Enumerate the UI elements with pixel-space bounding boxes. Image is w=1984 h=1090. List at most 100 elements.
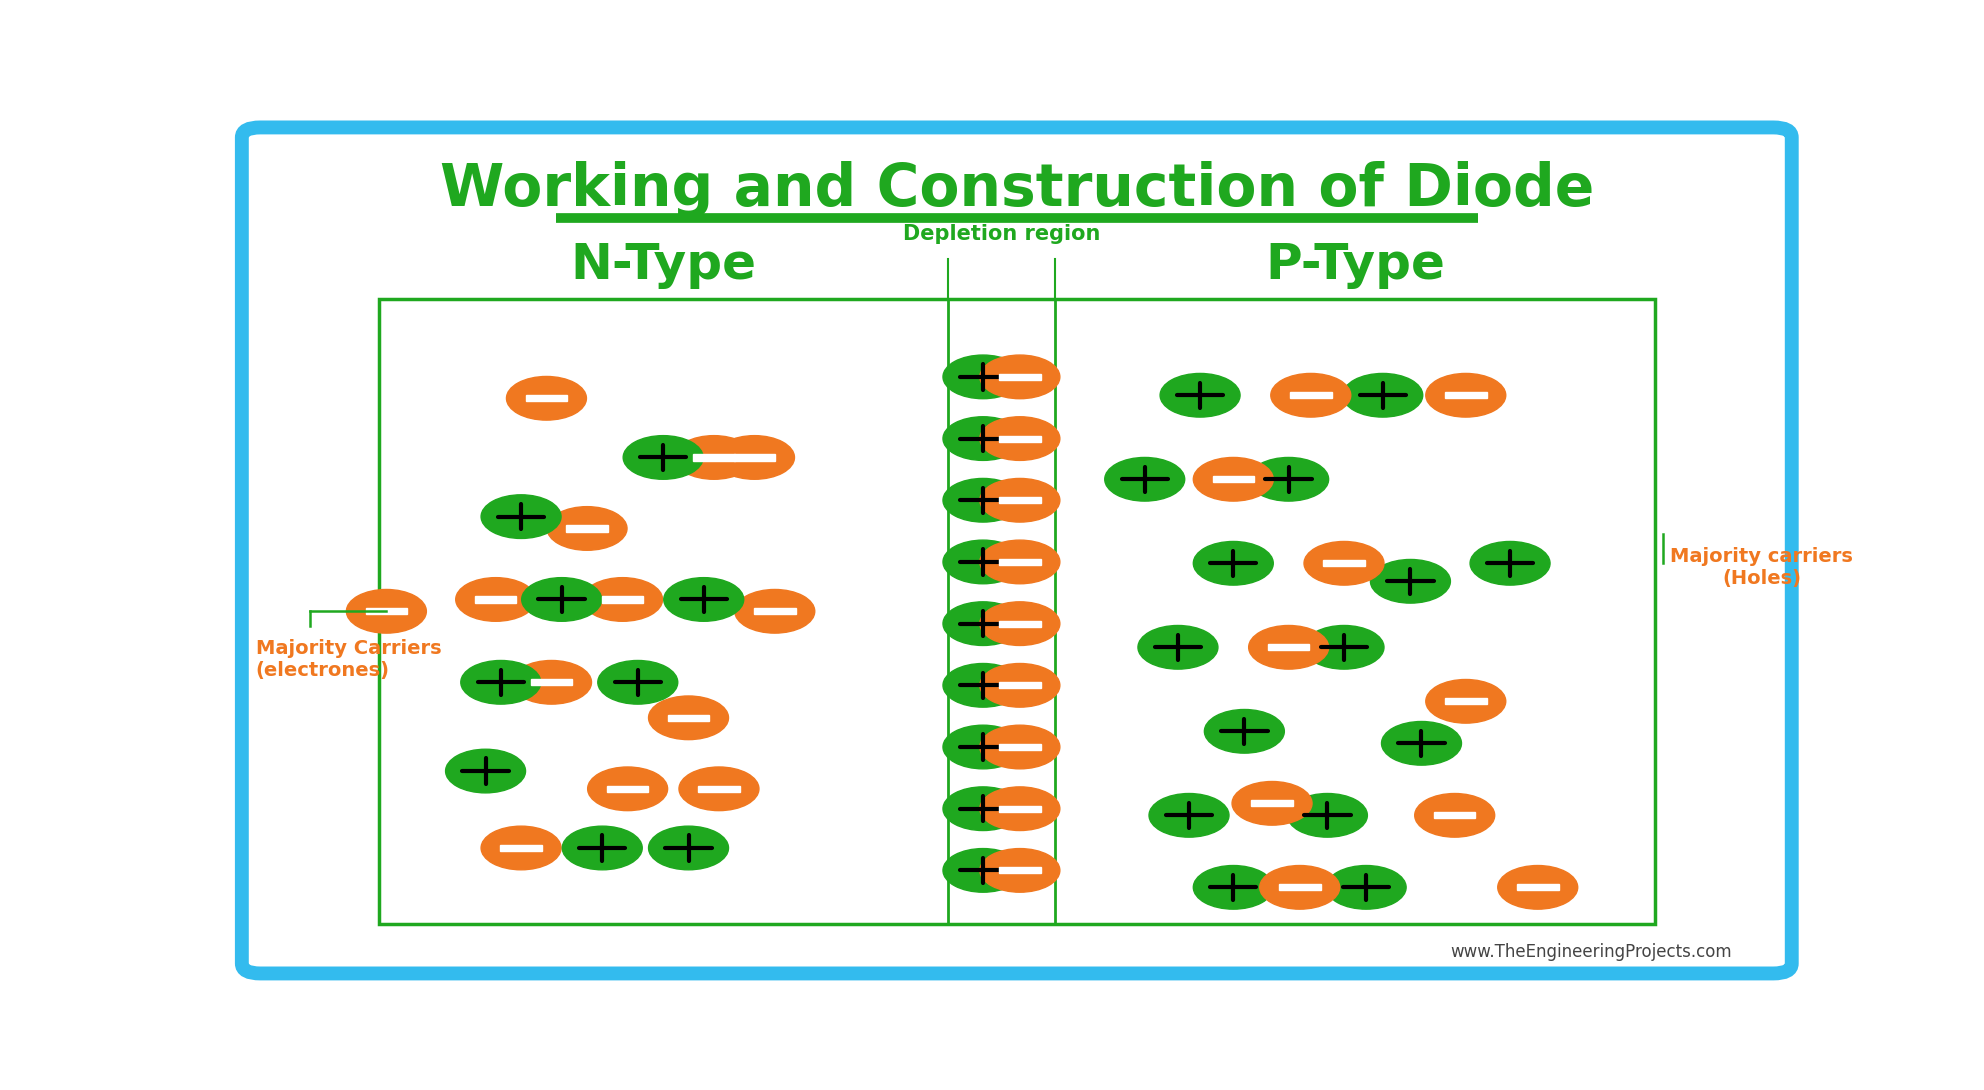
Circle shape (942, 416, 1024, 460)
Bar (601, 596, 643, 603)
Circle shape (1272, 374, 1351, 417)
Bar (669, 715, 710, 720)
Circle shape (942, 787, 1024, 831)
Circle shape (1303, 626, 1385, 669)
Text: Majority Carriers
(electrones): Majority Carriers (electrones) (256, 639, 440, 680)
Circle shape (679, 767, 760, 811)
Circle shape (1192, 865, 1274, 909)
Bar (1000, 620, 1042, 627)
Circle shape (980, 787, 1059, 831)
Circle shape (1426, 374, 1506, 417)
FancyBboxPatch shape (242, 128, 1792, 973)
Circle shape (1149, 794, 1228, 837)
Circle shape (561, 826, 643, 870)
Circle shape (1105, 458, 1184, 501)
Circle shape (512, 661, 591, 704)
Circle shape (583, 578, 663, 621)
Circle shape (980, 725, 1059, 768)
Circle shape (587, 767, 667, 811)
Circle shape (980, 541, 1059, 584)
Bar (1000, 806, 1042, 812)
Circle shape (1192, 542, 1274, 585)
Bar (1518, 884, 1559, 891)
Circle shape (942, 541, 1024, 584)
Circle shape (980, 416, 1059, 460)
Circle shape (980, 664, 1059, 707)
Bar (1000, 436, 1042, 441)
Circle shape (649, 697, 728, 740)
Text: P-Type: P-Type (1266, 241, 1444, 289)
Circle shape (597, 661, 679, 704)
Circle shape (1260, 865, 1339, 909)
Circle shape (1248, 458, 1329, 501)
Circle shape (1343, 374, 1423, 417)
Bar (1000, 559, 1042, 565)
Circle shape (675, 436, 754, 480)
Circle shape (1161, 374, 1240, 417)
Text: www.TheEngineeringProjects.com: www.TheEngineeringProjects.com (1450, 943, 1732, 960)
Bar (698, 786, 740, 791)
Circle shape (1381, 722, 1462, 765)
Circle shape (1232, 782, 1311, 825)
Bar (1000, 497, 1042, 504)
Circle shape (522, 578, 601, 621)
Bar (1268, 644, 1309, 651)
Bar (734, 455, 776, 460)
Circle shape (1288, 794, 1367, 837)
Circle shape (942, 355, 1024, 399)
Text: N-Type: N-Type (569, 241, 756, 289)
Bar (692, 455, 734, 460)
Circle shape (734, 590, 815, 633)
Circle shape (714, 436, 794, 480)
Bar (379, 299, 1655, 924)
Circle shape (1426, 679, 1506, 723)
Circle shape (1248, 626, 1329, 669)
Bar (1444, 392, 1486, 398)
Circle shape (623, 436, 702, 480)
Circle shape (1325, 865, 1407, 909)
Circle shape (942, 664, 1024, 707)
Circle shape (980, 479, 1059, 522)
Circle shape (1498, 865, 1577, 909)
Bar (1000, 374, 1042, 380)
Bar (365, 608, 407, 615)
Bar (565, 525, 607, 532)
Text: Working and Construction of Diode: Working and Construction of Diode (440, 161, 1593, 218)
Circle shape (460, 661, 542, 704)
Circle shape (665, 578, 744, 621)
Circle shape (1139, 626, 1218, 669)
Bar (1444, 699, 1486, 704)
Circle shape (548, 507, 627, 550)
Text: Depletion region: Depletion region (903, 225, 1099, 244)
Bar (1290, 392, 1331, 398)
Circle shape (446, 749, 526, 792)
Bar (1252, 800, 1294, 807)
Circle shape (506, 376, 587, 420)
Circle shape (1303, 542, 1385, 585)
Circle shape (456, 578, 536, 621)
Bar (607, 786, 649, 791)
Circle shape (480, 826, 561, 870)
Bar (1000, 744, 1042, 750)
Bar (754, 608, 796, 615)
Circle shape (1470, 542, 1550, 585)
Bar (532, 679, 571, 686)
Bar (474, 596, 516, 603)
Circle shape (980, 602, 1059, 645)
Circle shape (480, 495, 561, 538)
Bar (1000, 868, 1042, 873)
Circle shape (942, 479, 1024, 522)
Bar (1323, 560, 1365, 567)
Text: Majority carriers
(Holes): Majority carriers (Holes) (1671, 547, 1853, 588)
Circle shape (942, 602, 1024, 645)
Bar (1000, 682, 1042, 689)
Circle shape (1371, 559, 1450, 603)
Bar (500, 845, 542, 851)
Circle shape (649, 826, 728, 870)
Circle shape (942, 725, 1024, 768)
Bar (526, 396, 567, 401)
Bar (1434, 812, 1476, 819)
Circle shape (1415, 794, 1494, 837)
Circle shape (347, 590, 427, 633)
Circle shape (980, 355, 1059, 399)
